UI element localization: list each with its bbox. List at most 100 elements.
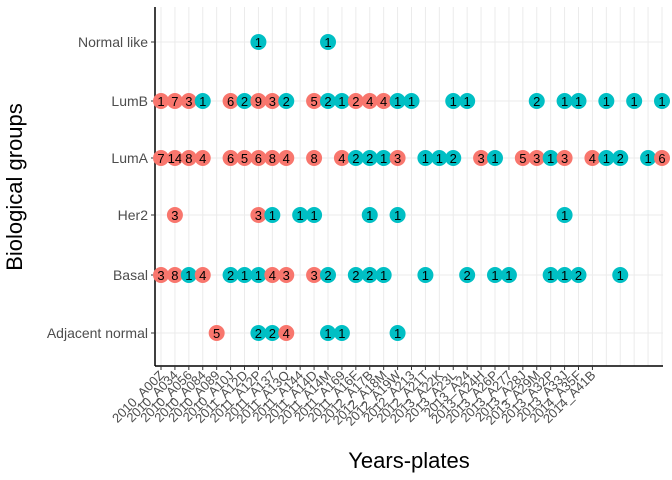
data-point <box>417 267 434 283</box>
data-point-label: 1 <box>255 268 262 283</box>
data-point <box>250 325 267 341</box>
data-point <box>542 150 559 166</box>
data-point-label: 1 <box>380 151 387 166</box>
data-point-label: 9 <box>255 94 262 109</box>
y-tick-label: LumB <box>111 93 148 109</box>
data-point-label: 5 <box>213 326 220 341</box>
data-point <box>361 150 378 166</box>
data-point-label: 1 <box>436 151 443 166</box>
data-point-label: 1 <box>380 268 387 283</box>
data-point <box>194 267 211 283</box>
data-point <box>598 93 615 109</box>
data-point-label: 4 <box>366 94 373 109</box>
data-point <box>292 207 309 223</box>
data-point-label: 1 <box>422 151 429 166</box>
data-point <box>556 93 573 109</box>
data-point <box>320 325 336 341</box>
data-point <box>306 93 323 109</box>
data-point-label: 3 <box>561 151 568 166</box>
data-point <box>389 325 406 341</box>
data-point <box>250 207 267 223</box>
data-point-label: 1 <box>310 208 317 223</box>
data-point-label: 1 <box>157 94 164 109</box>
data-point <box>180 93 197 109</box>
data-point <box>500 267 517 283</box>
data-point-label: 6 <box>227 151 234 166</box>
data-point-label: 1 <box>547 151 554 166</box>
data-point-label: 1 <box>631 94 638 109</box>
data-point-label: 1 <box>338 326 345 341</box>
data-point <box>570 93 587 109</box>
y-tick-label: Basal <box>113 267 148 283</box>
data-point-label: 14 <box>168 151 182 166</box>
data-point <box>153 150 169 166</box>
data-point-label: 1 <box>644 151 651 166</box>
data-point <box>333 150 350 166</box>
data-point-label: 2 <box>533 94 540 109</box>
data-point-label: 1 <box>575 94 582 109</box>
data-point <box>222 267 239 283</box>
data-point-label: 1 <box>241 268 248 283</box>
data-point-label: 8 <box>310 151 317 166</box>
data-point <box>417 150 434 166</box>
data-point <box>222 93 239 109</box>
data-point <box>375 267 392 283</box>
data-point <box>347 93 364 109</box>
data-point-label: 1 <box>297 208 304 223</box>
y-tick-labels: Adjacent normal Basal Her2 LumA LumB Normal l… <box>47 34 155 341</box>
data-point <box>459 267 476 283</box>
data-point-label: 1 <box>324 326 331 341</box>
data-point-label: 8 <box>171 268 178 283</box>
data-point <box>389 93 406 109</box>
data-point-label: 1 <box>422 268 429 283</box>
data-point <box>194 150 211 166</box>
data-point-label: 8 <box>269 151 276 166</box>
data-point-label: 1 <box>505 268 512 283</box>
data-point <box>166 150 183 166</box>
data-point-label: 2 <box>352 94 359 109</box>
data-point-label: 4 <box>380 94 387 109</box>
data-point-label: 1 <box>491 151 498 166</box>
data-point <box>445 150 462 166</box>
data-point-label: 1 <box>408 94 415 109</box>
data-point <box>250 150 267 166</box>
data-point <box>278 150 295 166</box>
data-point-label: 1 <box>561 268 568 283</box>
data-point-label: 1 <box>338 94 345 109</box>
data-point-label: 2 <box>255 326 262 341</box>
data-point <box>584 150 601 166</box>
data-point <box>306 207 323 223</box>
data-point <box>361 93 378 109</box>
data-point-label: 2 <box>227 268 234 283</box>
data-point-label: 2 <box>450 151 457 166</box>
data-point <box>278 267 295 283</box>
data-point-label: 1 <box>617 268 624 283</box>
data-point-label: 3 <box>283 268 290 283</box>
data-point-label: 6 <box>255 151 262 166</box>
data-point <box>612 267 629 283</box>
data-point-label: 5 <box>241 151 248 166</box>
data-point-label: 6 <box>227 94 234 109</box>
data-point <box>598 150 615 166</box>
data-point <box>556 207 573 223</box>
data-point <box>306 267 323 283</box>
data-point-label: 2 <box>366 268 373 283</box>
x-axis-title: Years-plates <box>348 448 469 473</box>
data-point-label: 1 <box>491 268 498 283</box>
data-point <box>640 150 657 166</box>
data-point-label: 2 <box>464 268 471 283</box>
data-point-label: 1 <box>547 268 554 283</box>
data-point <box>612 150 629 166</box>
data-points: 1 11 7 3 1 6 2 9 3 2 5 2 1 2 4 4 1 1 1 1 2 1 1 1 1 17 14 8 4 6 5 6 8 4 8 4 2… <box>153 34 670 341</box>
data-point <box>473 150 490 166</box>
data-point-label: 1 <box>394 326 401 341</box>
data-point-label: 8 <box>185 151 192 166</box>
data-point <box>347 267 364 283</box>
data-point <box>320 34 336 50</box>
data-point <box>278 325 295 341</box>
data-point-label: 2 <box>241 94 248 109</box>
data-point <box>306 150 323 166</box>
data-point-label: 1 <box>450 94 457 109</box>
